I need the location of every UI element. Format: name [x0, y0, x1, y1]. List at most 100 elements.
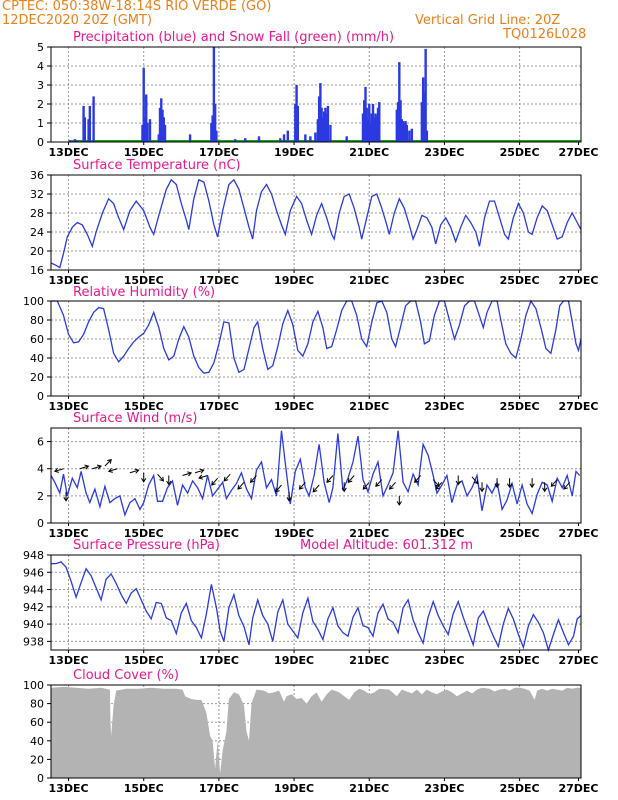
panel-precip: Precipitation (blue) and Snow Fall (gree… — [50, 30, 582, 143]
wind-arrow-head — [388, 484, 394, 490]
wind-ytick-1: 2 — [37, 490, 44, 503]
wind-frame — [50, 427, 582, 524]
wind-arrow-shaft — [194, 469, 204, 474]
wind-arrow-head — [223, 476, 229, 482]
precip-bar — [366, 119, 370, 142]
header-model-code: TQ0126L028 — [503, 27, 587, 42]
wind-arrow-shaft — [92, 465, 102, 470]
temp-title: Surface Temperature (nC) — [73, 158, 241, 173]
temp-ytick-2: 24 — [30, 226, 44, 239]
cloud-cover-area — [51, 686, 581, 778]
header-location: CPTEC: 050:38W-18:14S RIO VERDE (GO) — [2, 0, 272, 14]
wind-arrow-shaft — [375, 479, 383, 487]
precip-bar — [145, 94, 148, 142]
precip-ytick-2: 2 — [37, 98, 44, 111]
wind-arrow-head — [473, 479, 479, 485]
precip-plot: 0 1 2 3 4 5 13DEC 15DEC 17DEC 19DEC 21DEC 23DEC 25DE… — [37, 41, 599, 159]
wind-arrow-head — [298, 484, 304, 490]
rh-xtick-2: 17DEC — [199, 400, 239, 413]
wind-arrow-head — [362, 484, 368, 490]
temp-ytick-0: 16 — [30, 264, 44, 277]
wind-arrow-head — [341, 487, 347, 493]
precip-bar — [324, 107, 327, 142]
precip-bar — [188, 134, 192, 142]
rh-ytick-1: 20 — [30, 371, 44, 384]
wind-arrow-head — [166, 480, 172, 486]
precip-bar — [83, 117, 87, 142]
wind-arrow-head — [347, 478, 353, 484]
precip-xtick-2: 17DEC — [199, 146, 239, 159]
precip-bar — [286, 130, 290, 142]
cloud-ytick-3: 60 — [30, 716, 44, 729]
precip-bar — [401, 121, 405, 142]
precip-bar — [143, 117, 147, 142]
temp-series-line — [50, 178, 582, 269]
cloud-xtick-5: 23DEC — [424, 782, 464, 795]
wind-arrow-shaft — [250, 475, 257, 483]
precip-bar — [73, 139, 77, 142]
cloud-xtick-7: 27DEC — [558, 782, 598, 795]
temp-xtick-7: 27DEC — [558, 274, 598, 287]
wind-arrow-shaft — [471, 476, 479, 484]
wind-arrow-head — [249, 478, 255, 484]
cloud-ytick-0: 0 — [37, 772, 44, 785]
wind-arrow-head — [435, 484, 441, 490]
panel-pressure: Surface Pressure (hPa) Model Altitude: 6… — [50, 538, 582, 651]
wind-arrow-head — [563, 484, 568, 490]
panel-wind: Surface Wind (m/s) — [50, 411, 582, 524]
pres-xtick-0: 13DEC — [49, 654, 89, 667]
pres-frame — [50, 554, 582, 651]
precip-bar — [233, 139, 237, 142]
precip-bar — [316, 119, 320, 142]
cloud-xtick-2: 17DEC — [199, 782, 239, 795]
pres-ytick-3: 944 — [23, 584, 44, 597]
wind-arrow-head — [326, 478, 332, 484]
temp-xtick-3: 19DEC — [274, 274, 314, 287]
wind-arrow-head — [506, 483, 513, 489]
precip-bar — [374, 113, 377, 142]
precip-bar — [399, 100, 402, 142]
rh-xtick-7: 27DEC — [558, 400, 598, 413]
precip-bar — [325, 113, 328, 142]
wind-arrow-head — [494, 483, 500, 489]
precip-ytick-4: 4 — [37, 60, 44, 73]
wind-arrow-shaft — [108, 468, 118, 472]
cloud-frame — [50, 684, 582, 779]
cloud-title: Cloud Cover (%) — [73, 668, 179, 683]
pres-xtick-1: 15DEC — [124, 654, 164, 667]
precip-bar — [420, 102, 424, 142]
temp-xtick-0: 13DEC — [49, 274, 89, 287]
precip-bar — [410, 128, 414, 142]
wind-xtick-7: 27DEC — [558, 527, 598, 540]
wind-xtick-5: 23DEC — [424, 527, 464, 540]
precip-frame — [50, 46, 582, 143]
precip-bar — [408, 130, 411, 142]
wind-xtick-4: 21DEC — [349, 527, 389, 540]
wind-arrow-head — [274, 487, 280, 493]
precip-bar — [213, 104, 217, 142]
model-altitude-note: Model Altitude: 601.312 m — [300, 538, 473, 553]
panel-temp: Surface Temperature (nC) — [50, 158, 582, 271]
precip-bar — [295, 85, 298, 142]
wind-arrow-head — [134, 468, 140, 474]
cloud-ytick-4: 80 — [30, 698, 44, 711]
rh-xtick-5: 23DEC — [424, 400, 464, 413]
temp-xtick-5: 23DEC — [424, 274, 464, 287]
wind-arrow-shaft — [299, 481, 306, 490]
wind-arrow-head — [237, 484, 243, 490]
precip-bar — [296, 105, 300, 142]
wind-arrow-head — [141, 478, 147, 483]
header-run-time: 12DEC2020 20Z (GMT) — [2, 13, 153, 28]
rh-ytick-3: 60 — [30, 333, 44, 346]
rh-series-line — [51, 299, 582, 374]
precip-bar — [215, 130, 218, 142]
precip-bar — [375, 115, 378, 142]
wind-arrows — [54, 458, 571, 506]
precip-bar — [404, 121, 407, 142]
precip-bar — [364, 86, 367, 142]
precip-bar — [212, 47, 216, 142]
wind-arrow-shaft — [312, 484, 320, 493]
precip-bar — [396, 102, 400, 142]
precip-xtick-5: 23DEC — [424, 146, 464, 159]
